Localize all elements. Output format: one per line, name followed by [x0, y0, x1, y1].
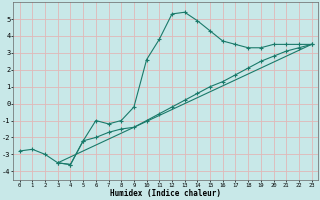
X-axis label: Humidex (Indice chaleur): Humidex (Indice chaleur) [110, 189, 221, 198]
